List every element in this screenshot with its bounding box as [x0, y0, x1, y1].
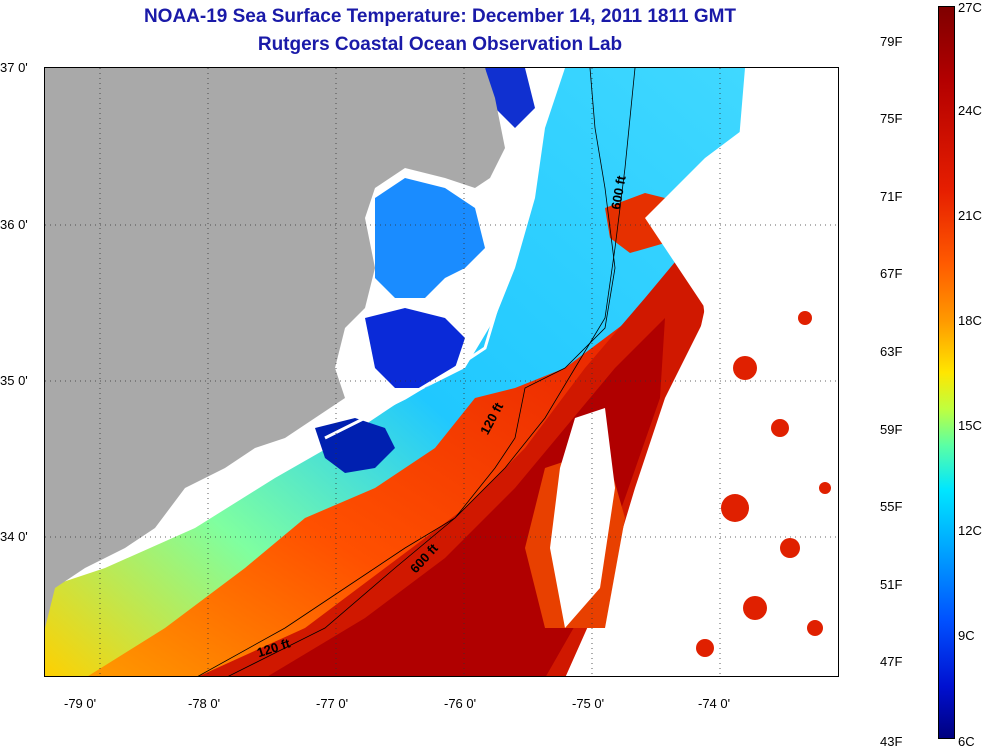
colorbar-label-f: 43F [880, 734, 903, 749]
barrier-islands [324, 127, 512, 440]
colorbar-label-f: 63F [880, 344, 903, 359]
lon-label-76: -76 0' [444, 696, 477, 711]
cold-sound-water [365, 308, 465, 388]
colorbar-label-c: 15C [958, 418, 982, 433]
sst-map-canvas [45, 68, 838, 676]
sound-water [375, 178, 485, 298]
colorbar-label-f: 51F [880, 577, 903, 592]
temperature-colorbar [938, 6, 955, 739]
lat-label-34: 34 0' [0, 529, 28, 544]
colorbar-label-f: 47F [880, 654, 903, 669]
colorbar-label-c: 21C [958, 208, 982, 223]
offshore-red-speckles [696, 311, 831, 657]
lat-label-36: 36 0' [0, 217, 28, 232]
lat-label-35: 35 0' [0, 373, 28, 388]
colorbar-label-c: 9C [958, 628, 975, 643]
sst-map[interactable]: 600 ft 120 ft 600 ft 120 ft [44, 67, 839, 677]
colorbar-label-c: 6C [958, 734, 975, 749]
colorbar-label-c: 18C [958, 313, 982, 328]
colorbar-label-f: 71F [880, 189, 903, 204]
colorbar-label-c: 27C [958, 0, 982, 15]
colorbar-label-f: 79F [880, 34, 903, 49]
cold-northern-sound [485, 68, 535, 128]
colorbar-label-f: 59F [880, 422, 903, 437]
lon-label-79: -79 0' [64, 696, 97, 711]
warm-band [88, 308, 665, 676]
lon-label-78: -78 0' [188, 696, 221, 711]
lon-label-75: -75 0' [572, 696, 605, 711]
colorbar-label-c: 24C [958, 103, 982, 118]
cloud-gap-1 [645, 108, 838, 676]
graticule [45, 68, 838, 676]
land [45, 68, 505, 628]
colorbar-label-f: 75F [880, 111, 903, 126]
lon-label-74: -74 0' [698, 696, 731, 711]
lat-label-37: 37 0' [0, 60, 28, 75]
colorbar-label-f: 55F [880, 499, 903, 514]
colorbar-label-f: 67F [880, 266, 903, 281]
shelf-water [45, 68, 745, 676]
lon-label-77: -77 0' [316, 696, 349, 711]
map-subtitle: Rutgers Coastal Ocean Observation Lab [257, 34, 623, 55]
colorbar-label-c: 12C [958, 523, 982, 538]
contour-120ft [197, 68, 616, 676]
map-title: NOAA-19 Sea Surface Temperature: Decembe… [143, 6, 737, 27]
contour-600ft [228, 68, 636, 676]
cloud-gap-2 [550, 408, 615, 628]
